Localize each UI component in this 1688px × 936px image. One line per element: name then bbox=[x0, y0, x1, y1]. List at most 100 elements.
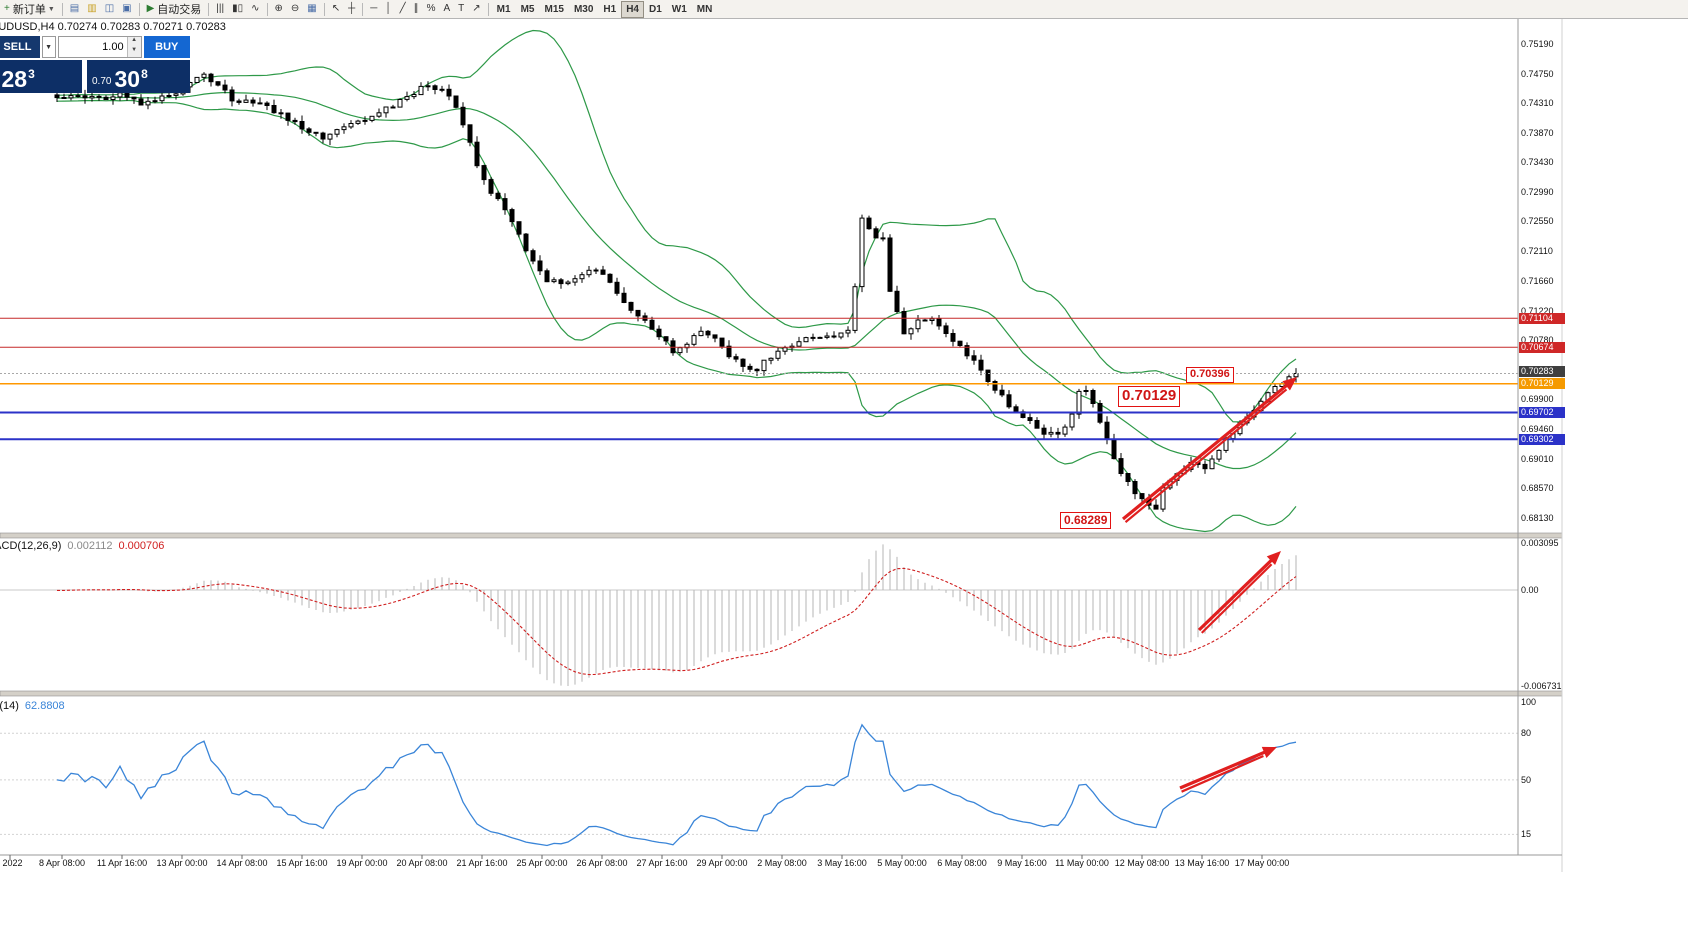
macd-panel bbox=[0, 544, 1518, 686]
timeframe-mn[interactable]: MN bbox=[696, 3, 713, 15]
zoom-in-icon: ⊕ bbox=[274, 3, 283, 14]
cascade-windows-icon[interactable]: ▣ bbox=[119, 1, 134, 17]
text-icon[interactable]: A bbox=[441, 1, 454, 17]
macd-signal-value: 0.000706 bbox=[118, 540, 165, 552]
crosshair-icon[interactable]: ┼ bbox=[345, 1, 358, 17]
channel-icon[interactable]: ∥ bbox=[411, 1, 422, 17]
symbol-ohlc-line: AUDUSD,H4 0.70274 0.70283 0.70271 0.7028… bbox=[0, 21, 226, 33]
candle-chart-icon: ▮▯ bbox=[232, 3, 244, 14]
new-order-button-caret[interactable]: ▼ bbox=[47, 5, 55, 13]
vertical-line-icon[interactable]: │ bbox=[382, 1, 394, 17]
toolbar-separator bbox=[61, 2, 63, 16]
timeframe-m5[interactable]: M5 bbox=[520, 3, 535, 15]
label-icon[interactable]: T bbox=[455, 1, 467, 17]
chart-window-icon[interactable]: ▤ bbox=[67, 1, 82, 17]
profile-icon: ▥ bbox=[87, 3, 97, 14]
fibonacci-icon[interactable]: % bbox=[424, 1, 439, 17]
channel-icon: ∥ bbox=[413, 3, 419, 14]
toolbar-separator bbox=[362, 2, 364, 16]
timeframe-m15[interactable]: M15 bbox=[544, 3, 564, 15]
one-click-trading-panel: SELL ▼ ▲▼ BUY 0.70 28 3 0.70 30 8 bbox=[0, 36, 190, 93]
horizontal-line-icon: ─ bbox=[370, 3, 378, 14]
lot-size-input[interactable] bbox=[58, 37, 127, 57]
trend-arrow[interactable] bbox=[1179, 749, 1269, 790]
bollinger-lower-band[interactable] bbox=[56, 99, 1297, 533]
bid-price-display[interactable]: 0.70 28 3 bbox=[0, 60, 82, 93]
trendline-icon: ╱ bbox=[399, 3, 406, 14]
rsi-panel bbox=[0, 723, 1518, 847]
toolbar-separator bbox=[208, 2, 210, 16]
profile-icon[interactable]: ▥ bbox=[84, 1, 99, 17]
candle-chart-icon[interactable]: ▮▯ bbox=[229, 1, 246, 17]
bollinger-middle-band[interactable] bbox=[56, 91, 1297, 470]
grid-icon[interactable]: ▦ bbox=[304, 1, 319, 17]
line-chart-icon[interactable]: ∿ bbox=[248, 1, 262, 17]
macd-main-value: 0.002112 bbox=[67, 540, 113, 552]
arrows-tool-icon: ↗ bbox=[472, 3, 481, 14]
tile-windows-icon: ◫ bbox=[104, 3, 115, 14]
buy-button[interactable]: BUY bbox=[143, 36, 190, 58]
timeframe-w1[interactable]: W1 bbox=[671, 3, 687, 15]
toolbar-separator bbox=[323, 2, 325, 16]
sell-button-label: SELL bbox=[3, 41, 32, 53]
crosshair-icon: ┼ bbox=[348, 3, 356, 14]
zoom-out-icon: ⊖ bbox=[290, 3, 300, 14]
new-order-button-label: 新订单 bbox=[12, 4, 46, 16]
cursor-icon[interactable]: ↖ bbox=[329, 1, 343, 17]
cascade-windows-icon: ▣ bbox=[122, 3, 132, 14]
tile-windows-icon[interactable]: ◫ bbox=[102, 1, 117, 17]
macd-signal-line[interactable] bbox=[57, 567, 1297, 676]
rsi-name: RSI(14) bbox=[0, 700, 19, 712]
trend-arrow-stroke2 bbox=[1124, 388, 1288, 523]
new-order-button: + bbox=[4, 3, 10, 14]
new-order-button[interactable]: + 新订单 ▼ bbox=[1, 1, 58, 17]
ask-big-digits: 30 bbox=[114, 66, 141, 92]
trend-arrow-head bbox=[1282, 377, 1297, 391]
timeframe-d1[interactable]: D1 bbox=[648, 3, 662, 15]
trend-arrow-stroke2 bbox=[1181, 754, 1264, 793]
rsi-line[interactable] bbox=[56, 723, 1297, 847]
vertical-line-icon: │ bbox=[385, 3, 392, 14]
grid-icon: ▦ bbox=[307, 3, 317, 14]
zoom-in-icon[interactable]: ⊕ bbox=[272, 1, 286, 17]
bid-pipette: 3 bbox=[28, 67, 35, 81]
horizontal-line-icon[interactable]: ─ bbox=[367, 1, 380, 17]
top-toolbar: + 新订单 ▼ ▤ ▥ ◫ ▣ ▶ 自动交易 ||| ▮▯ ∿ ⊕ ⊖ ▦ ↖ ┼ ─ │ ╱ ∥% A T ↗ M1 M5 M15… bbox=[0, 0, 1688, 19]
panel-splitter[interactable] bbox=[0, 532, 1563, 539]
lot-stepper[interactable]: ▲ ▼ bbox=[126, 37, 141, 57]
trend-arrow-stroke2 bbox=[1201, 563, 1273, 634]
zoom-out-icon[interactable]: ⊖ bbox=[288, 1, 302, 17]
timeframe-h1[interactable]: H1 bbox=[603, 3, 617, 15]
ask-price-display[interactable]: 0.70 30 8 bbox=[87, 60, 190, 93]
cursor-icon: ↖ bbox=[331, 3, 341, 14]
timeframe-h4[interactable]: H4 bbox=[621, 0, 644, 18]
ask-pipette: 8 bbox=[141, 67, 148, 81]
line-chart-icon: ∿ bbox=[251, 3, 260, 14]
trend-arrow[interactable] bbox=[1121, 382, 1291, 521]
trendline-icon[interactable]: ╱ bbox=[397, 1, 409, 17]
autotrade-button[interactable]: ▶ 自动交易 bbox=[144, 1, 205, 17]
timeframe-m30[interactable]: M30 bbox=[573, 3, 594, 15]
timeframe-m1[interactable]: M1 bbox=[496, 3, 511, 15]
label-icon: T bbox=[458, 3, 465, 14]
trend-arrow[interactable] bbox=[1197, 556, 1275, 632]
toolbar-separator bbox=[487, 2, 489, 16]
text-icon: A bbox=[443, 3, 451, 14]
panel-splitter[interactable] bbox=[0, 690, 1563, 697]
rsi-value: 62.8808 bbox=[24, 700, 65, 712]
macd-name: MACD(12,26,9) bbox=[0, 540, 62, 552]
chart-window-icon: ▤ bbox=[69, 3, 80, 14]
bar-chart-icon: ||| bbox=[216, 3, 225, 14]
lot-preset-dropdown[interactable]: ▼ bbox=[41, 36, 56, 58]
ask-prefix: 0.70 bbox=[92, 76, 112, 87]
bar-chart-icon[interactable]: ||| bbox=[213, 1, 227, 17]
candlestick-series bbox=[54, 72, 1299, 512]
buy-button-label: BUY bbox=[155, 41, 179, 53]
arrows-tool-icon[interactable]: ↗ bbox=[469, 1, 483, 17]
sell-button[interactable]: SELL bbox=[0, 36, 40, 58]
bid-big-digits: 28 bbox=[1, 66, 28, 92]
toolbar-separator bbox=[266, 2, 268, 16]
bollinger-upper-band[interactable] bbox=[57, 29, 1297, 423]
macd-indicator-label: MACD(12,26,9) 0.002112 0.000706 bbox=[0, 540, 164, 552]
toolbar-separator bbox=[138, 2, 140, 16]
